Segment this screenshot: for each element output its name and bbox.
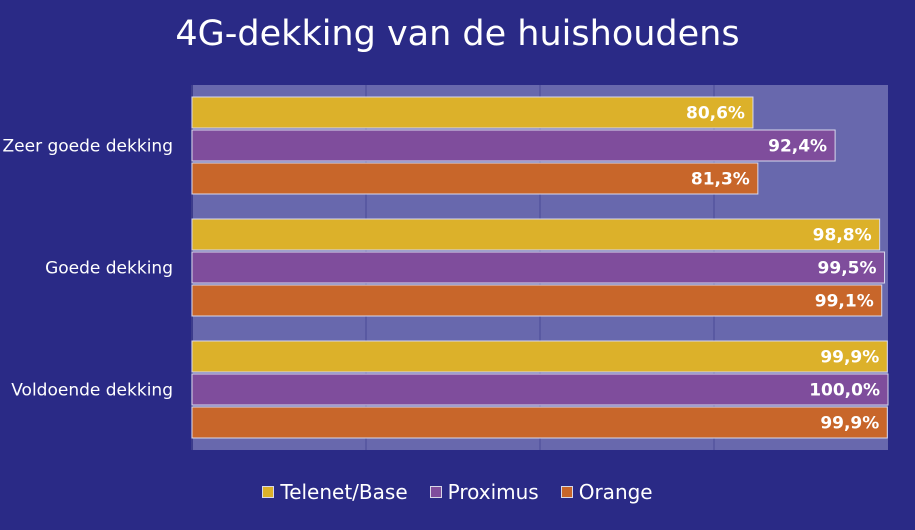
bar-telenet-base [191, 340, 888, 373]
legend-item-orange: Orange [560, 480, 653, 504]
bar-chart: Zeer goede dekking 80,6% 92,4% 81,3% Goede d… [3, 85, 889, 450]
legend-item-telenet: Telenet/Base [262, 480, 408, 504]
data-label: 99,1% [815, 292, 874, 312]
bar-proximus [191, 373, 889, 406]
bar-proximus [191, 251, 886, 284]
category-label: Zeer goede dekking [3, 137, 174, 157]
legend-label-proximus: Proximus [447, 480, 539, 504]
data-label: 99,9% [820, 414, 879, 434]
legend-swatch-orange [560, 486, 573, 498]
data-label: 99,5% [818, 259, 877, 279]
legend-label-orange: Orange [578, 480, 653, 504]
bar-telenet-base [191, 96, 754, 129]
data-label: 81,3% [691, 170, 750, 190]
data-label: 98,8% [813, 226, 872, 246]
legend-label-telenet: Telenet/Base [280, 480, 408, 504]
bar-orange [191, 284, 883, 317]
data-label: 100,0% [809, 381, 880, 401]
data-label: 80,6% [686, 104, 745, 124]
legend-swatch-proximus [429, 486, 442, 498]
data-label: 99,9% [820, 348, 879, 368]
legend-item-proximus: Proximus [429, 480, 539, 504]
legend-swatch-telenet [262, 486, 275, 498]
category-label: Voldoende dekking [11, 381, 173, 401]
bar-telenet-base [191, 218, 881, 251]
data-label: 92,4% [768, 137, 827, 157]
chart-title: 4G-dekking van de huishoudens [175, 14, 740, 54]
bar-orange [191, 162, 759, 195]
bar-orange [191, 406, 888, 439]
category-label: Goede dekking [45, 259, 173, 279]
chart-legend: Telenet/Base Proximus Orange [0, 480, 915, 504]
bar-proximus [191, 129, 836, 162]
